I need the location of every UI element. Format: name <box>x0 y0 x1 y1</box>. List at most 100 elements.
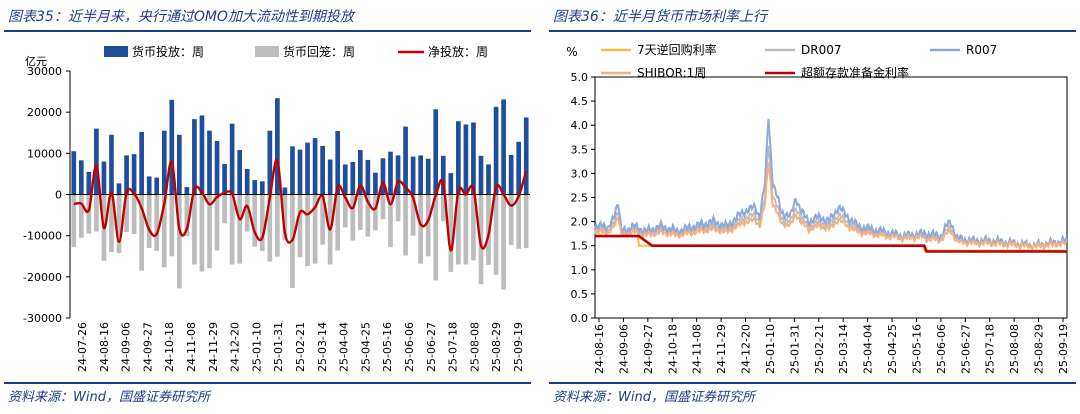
bar <box>297 194 303 258</box>
bar <box>365 194 371 237</box>
bar <box>433 109 439 195</box>
y-tick-label: -30000 <box>23 312 62 325</box>
bar <box>410 156 416 195</box>
bar <box>86 171 92 195</box>
x-tick-label: 25-07-18 <box>984 324 997 374</box>
bar <box>342 194 348 228</box>
bar <box>493 106 499 195</box>
bar <box>192 194 197 265</box>
y-tick-label: 2.5 <box>571 192 589 205</box>
bar <box>335 131 341 195</box>
net-injection-line <box>73 158 528 252</box>
x-tick-label: 25-01-10 <box>250 322 263 372</box>
bar <box>403 126 408 195</box>
bar <box>403 194 408 256</box>
bar <box>395 194 401 222</box>
bar <box>373 194 378 231</box>
x-tick-label: 25-04-25 <box>359 322 372 372</box>
bar <box>448 173 454 195</box>
x-tick-label: 24-10-18 <box>163 322 176 372</box>
bar <box>275 194 280 257</box>
bar <box>433 194 439 281</box>
x-tick-label: 25-06-06 <box>935 324 948 374</box>
x-tick-label: 24-07-26 <box>76 322 89 372</box>
bar <box>350 161 356 195</box>
x-tick-label: 24-09-27 <box>642 324 655 374</box>
x-tick-label: 25-01-31 <box>272 322 285 372</box>
bar <box>109 134 114 195</box>
x-tick-label: 24-12-20 <box>229 322 242 372</box>
bar <box>131 154 137 195</box>
bar <box>267 194 273 262</box>
legend-label: 货币投放：周 <box>132 44 204 59</box>
bar <box>357 150 363 195</box>
y-tick-label: 2.0 <box>571 216 589 229</box>
y-tick-label: 30000 <box>27 65 62 78</box>
x-tick-label: 25-01-10 <box>764 324 777 374</box>
bar <box>508 194 514 246</box>
x-tick-label: 25-02-21 <box>813 324 826 374</box>
x-tick-label: 25-05-16 <box>381 322 394 372</box>
bar <box>380 194 386 220</box>
bar <box>516 141 522 195</box>
title-rule <box>4 30 531 32</box>
bar <box>523 117 529 195</box>
x-tick-label: 24-08-16 <box>593 324 606 374</box>
legend-label: 净投放：周 <box>428 44 488 59</box>
bar <box>154 177 160 195</box>
bar <box>116 183 122 195</box>
bar <box>418 194 423 264</box>
x-tick-label: 24-12-20 <box>740 324 753 374</box>
bar <box>463 124 469 195</box>
footer-rule <box>4 382 531 384</box>
x-tick-label: 25-06-06 <box>403 322 416 372</box>
bar <box>124 155 129 195</box>
x-tick-label: 24-11-29 <box>207 322 220 372</box>
bar <box>523 194 529 249</box>
bar <box>161 194 167 268</box>
y-tick-label: 10000 <box>27 147 62 160</box>
y-axis-label: 亿元 <box>25 55 47 68</box>
bar <box>192 119 197 195</box>
x-tick-label: 24-09-27 <box>141 322 154 372</box>
x-tick-label: 24-08-16 <box>98 322 111 372</box>
y-tick-label: -10000 <box>23 230 62 243</box>
x-tick-label: 25-03-14 <box>837 324 850 374</box>
source-note: 资料来源：Wind，国盛证券研究所 <box>8 390 210 405</box>
x-tick-label: 25-04-25 <box>886 324 899 374</box>
bar <box>252 180 258 195</box>
bar <box>305 142 310 195</box>
bar <box>486 164 491 195</box>
legend-label: 超额存款准备金利率 <box>801 65 909 80</box>
y-tick-label: -20000 <box>23 271 62 284</box>
bar <box>335 194 341 251</box>
y-tick-label: 3.5 <box>571 143 589 156</box>
bar <box>139 194 144 271</box>
x-tick-label: 24-11-08 <box>691 324 704 374</box>
r007-line <box>594 118 1068 253</box>
legend-label: DR007 <box>801 43 841 57</box>
bar <box>456 194 461 265</box>
bar <box>207 130 212 195</box>
bar <box>327 159 333 195</box>
bar <box>471 122 476 195</box>
chart-panel-right: 图表36：近半月货币市场利率上行 0.0 0.5 1.0 1.5 2.0 2.5 3.0 3.… <box>545 0 1080 414</box>
bar <box>94 128 99 195</box>
bar <box>169 194 175 257</box>
bar <box>493 194 499 275</box>
bar <box>229 123 235 195</box>
bar <box>448 194 454 272</box>
x-tick-label: 25-07-18 <box>447 322 460 372</box>
bar <box>320 145 325 195</box>
chart-title: 图表35：近半月来，央行通过OMO加大流动性到期投放 <box>8 9 354 25</box>
bar <box>109 194 114 253</box>
bar <box>290 146 295 195</box>
bar <box>373 172 378 195</box>
legend-swatch <box>255 46 279 57</box>
legend-label: R007 <box>966 43 997 57</box>
y-tick-label: 5.0 <box>571 71 589 84</box>
bar <box>395 155 401 195</box>
y-tick-label: 0 <box>55 189 62 202</box>
bar <box>425 194 431 257</box>
